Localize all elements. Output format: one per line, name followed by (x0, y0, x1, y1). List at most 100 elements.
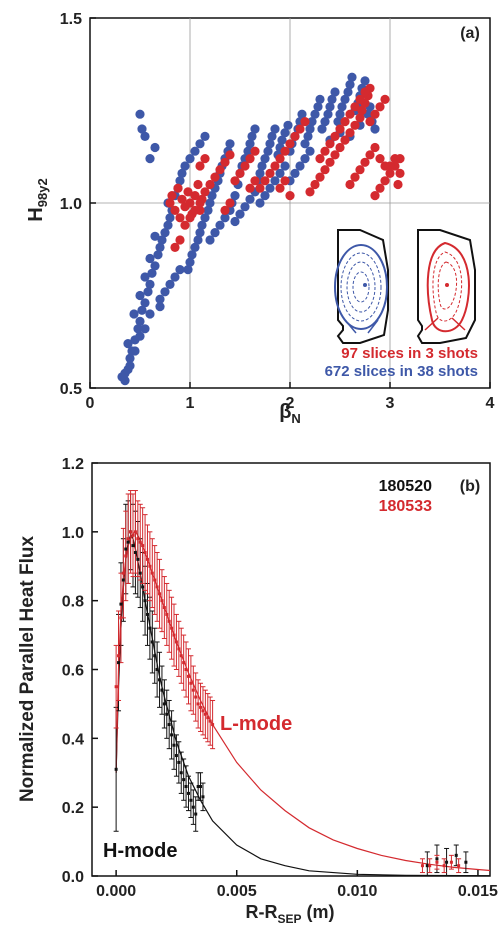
data-point-180533-14 (148, 564, 152, 568)
scatter-point-0-80 (303, 131, 313, 141)
scatter-point-0-37 (195, 228, 205, 238)
scatter-point-1-82 (345, 109, 355, 119)
scatter-point-0-112 (135, 109, 145, 119)
scatter-point-1-21 (235, 168, 245, 178)
scatter-point-0-103 (360, 76, 370, 86)
panel-a-ticks: 0 1 2 3 4 0.5 1.0 1.5 (60, 11, 495, 412)
scatter-point-1-93 (180, 220, 190, 230)
scatter-point-0-88 (323, 109, 333, 119)
x-tick-label-4: 4 (486, 395, 495, 412)
scatter-point-0-23 (163, 220, 173, 230)
scatter-point-1-8 (185, 198, 195, 208)
data-point-180533-3 (121, 571, 125, 575)
scatter-point-1-0 (165, 198, 175, 208)
scatter-point-1-3 (173, 183, 183, 193)
y-tick-label-0: 0.5 (60, 381, 82, 398)
scatter-point-1-4 (175, 213, 185, 223)
data-point-180533-7 (131, 533, 135, 537)
scatter-point-0-57 (245, 139, 255, 149)
scatter-point-0-21 (150, 231, 160, 241)
scatter-point-1-92 (395, 168, 405, 178)
data-point-180533-15 (150, 571, 154, 575)
annotation-h-mode: H-mode (103, 840, 177, 862)
data-point-180520-34 (196, 785, 200, 789)
scatter-point-0-134 (205, 235, 215, 245)
data-point-180520-9 (136, 557, 140, 561)
scatter-point-0-146 (265, 183, 275, 193)
data-point-180520-25 (174, 754, 178, 758)
data-point-180520-20 (162, 702, 166, 706)
scatter-point-0-119 (165, 279, 175, 289)
scatter-point-1-61 (393, 179, 403, 190)
scatter-point-0-78 (297, 109, 307, 119)
data-point-180520-24 (172, 743, 176, 747)
scatter-point-0-97 (345, 80, 355, 90)
scatter-point-1-31 (285, 139, 295, 149)
scatter-point-0-141 (240, 202, 250, 212)
scatter-point-0-121 (175, 265, 185, 275)
panel-a: 0 1 2 3 40.51.01.5 (a) 97 slices in 3 shots … (25, 11, 495, 426)
scatter-point-0-86 (317, 124, 327, 134)
scatter-point-1-2 (170, 205, 180, 215)
data-point-180520-30 (186, 791, 190, 795)
scatter-point-1-38 (320, 165, 330, 175)
data-point-180520-14 (148, 626, 152, 630)
data-point-180520-41 (464, 860, 468, 864)
scatter-point-1-41 (335, 142, 345, 153)
scatter-point-0-33 (185, 257, 195, 267)
scatter-point-0-20 (157, 235, 167, 245)
scatter-point-0-42 (207, 191, 217, 201)
scatter-point-1-42 (340, 135, 350, 145)
x-tick-label-2: 2 (286, 395, 295, 412)
scatter-point-0-58 (247, 131, 257, 141)
scatter-point-1-1 (167, 191, 177, 201)
data-point-180533-34 (196, 702, 200, 706)
scatter-point-1-89 (380, 94, 390, 104)
scatter-point-1-36 (310, 179, 320, 190)
scatter-point-1-81 (340, 117, 350, 127)
scatter-point-0-29 (175, 176, 185, 186)
scatter-point-0-15 (147, 268, 157, 278)
scatter-point-0-140 (235, 209, 245, 219)
y-tick-label-1: 1.0 (60, 196, 82, 213)
panel-b-xlabel: R-RSEP (m) (245, 902, 334, 926)
scatter-point-0-19 (155, 242, 165, 252)
panel-a-xlabel: βN (279, 401, 301, 426)
scatter-point-0-139 (230, 216, 240, 227)
scatter-point-1-95 (190, 205, 200, 215)
panel-a-label: (a) (460, 25, 480, 42)
data-point-180520-3 (121, 578, 125, 582)
scatter-point-0-51 (230, 191, 240, 201)
scatter-point-0-14 (140, 272, 150, 282)
scatter-point-0-31 (180, 161, 190, 171)
scatter-point-0-67 (270, 124, 280, 134)
scatter-point-0-114 (145, 154, 155, 164)
scatter-point-1-77 (320, 146, 330, 156)
data-point-180533-46 (457, 864, 461, 868)
scatter-point-0-89 (325, 102, 335, 112)
scatter-point-0-98 (347, 72, 357, 82)
data-point-180533-39 (208, 719, 212, 723)
scatter-point-0-18 (153, 250, 163, 260)
data-point-180520-33 (194, 812, 198, 816)
scatter-point-0-66 (267, 131, 277, 141)
scatter-point-1-40 (330, 150, 340, 160)
data-point-180533-24 (172, 633, 176, 637)
scatter-point-1-7 (183, 187, 193, 197)
scatter-point-1-79 (330, 131, 340, 141)
scatter-point-1-73 (275, 183, 285, 193)
b-y-tick-label-4: 0.8 (62, 594, 84, 611)
scatter-point-0-132 (195, 139, 205, 149)
scatter-point-1-83 (350, 102, 360, 112)
scatter-point-1-54 (365, 150, 375, 160)
data-point-180533-32 (191, 688, 195, 692)
scatter-point-0-145 (260, 191, 270, 201)
data-point-180520-29 (184, 785, 188, 789)
scatter-point-0-64 (263, 146, 273, 156)
scatter-point-1-11 (193, 179, 203, 190)
data-point-180520-39 (445, 860, 449, 864)
data-point-180520-32 (191, 805, 195, 809)
b-x-tick-label-3: 0.015 (458, 883, 498, 900)
scatter-point-0-2 (125, 353, 135, 363)
annotation-l-mode: L-mode (220, 713, 292, 735)
